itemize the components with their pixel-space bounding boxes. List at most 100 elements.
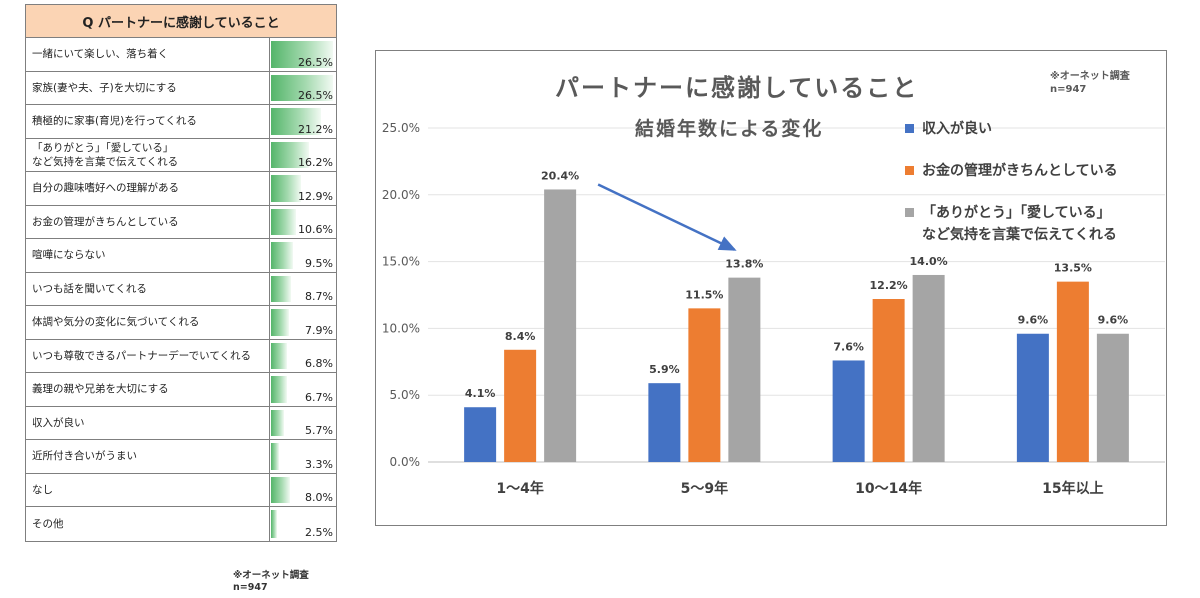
bar [1056, 281, 1089, 462]
row-label: いつも尊敬できるパートナーデーでいてくれる [32, 349, 252, 362]
row-value: 5.7% [305, 424, 333, 437]
table-row: 体調や気分の変化に気づいてくれる 7.9% [26, 306, 336, 340]
legend-item-words: 「ありがとう」「愛している」 など気持を言葉で伝えてくれる [905, 202, 1118, 246]
bar [912, 274, 945, 462]
survey-note-right: ※オーネット調査 n=947 [1050, 70, 1130, 96]
data-label: 9.6% [1098, 314, 1129, 327]
data-label: 9.6% [1018, 314, 1049, 327]
data-label: 20.4% [541, 169, 579, 182]
data-bar [271, 342, 287, 369]
row-value: 6.7% [305, 390, 333, 404]
row-label: 積極的に家事(育児)を行ってくれる [32, 115, 197, 128]
bar-cell: 2.5% [269, 507, 336, 541]
data-label: 7.6% [833, 340, 864, 353]
data-bar [271, 141, 309, 168]
table-row: 積極的に家事(育児)を行ってくれる 21.2% [26, 105, 336, 139]
bar-cell: 5.7% [269, 406, 336, 439]
row-value: 12.9% [298, 189, 333, 203]
legend-swatch [905, 166, 914, 175]
survey-note-n: n=947 [233, 582, 268, 593]
table-row: お金の管理がきちんとしている 10.6% [26, 205, 336, 239]
bar-cell: 16.2% [269, 138, 336, 171]
row-label: 「ありがとう」「愛している」 など気持を言葉で伝えてくれる [32, 141, 179, 168]
table-row: 家族(妻や夫、子)を大切にする 26.5% [26, 71, 336, 105]
survey-note-n: n=947 [1050, 84, 1087, 95]
row-label: 家族(妻や夫、子)を大切にする [32, 81, 177, 94]
data-label: 14.0% [910, 255, 948, 268]
table-row: なし 8.0% [26, 473, 336, 507]
x-tick-label: 10～14年 [855, 480, 922, 497]
bar [872, 299, 905, 462]
row-label: いつも話を聞いてくれる [32, 282, 147, 295]
data-bar [271, 208, 296, 235]
row-value: 16.2% [298, 156, 333, 169]
x-tick-label: 15年以上 [1042, 480, 1103, 497]
ranking-table: Q パートナーに感謝していること 一緒にいて楽しい、落ち着く 26.5% 家族(妻や… [25, 4, 337, 542]
survey-note-source: ※オーネット調査 [1050, 71, 1130, 82]
chart-frame [375, 50, 1167, 526]
data-bar [271, 443, 279, 470]
y-tick-label: 15.0% [382, 255, 420, 269]
table-header: Q パートナーに感謝していること [26, 5, 336, 38]
chart-subtitle: 結婚年数による変化 [635, 118, 824, 140]
data-label: 5.9% [649, 363, 680, 376]
data-bar [271, 409, 285, 436]
bar-cell: 8.0% [269, 473, 336, 506]
row-label: 自分の趣味嗜好への理解がある [32, 182, 179, 195]
bar-cell: 21.2% [269, 105, 336, 138]
bar-cell: 6.8% [269, 339, 336, 372]
legend-swatch [905, 124, 914, 133]
x-tick-label: 5～9年 [681, 480, 728, 497]
data-bar [271, 476, 290, 503]
bar [648, 383, 681, 462]
survey-note-left: ※オーネット調査 n=947 [233, 570, 309, 594]
table-row: その他 2.5% [26, 507, 336, 541]
chart-legend: 収入が良い お金の管理がきちんとしている 「ありがとう」「愛している」 など気持… [905, 118, 1118, 266]
table-row: 近所付き合いがうまい 3.3% [26, 440, 336, 474]
data-bar [271, 108, 321, 135]
bar-cell: 3.3% [269, 440, 336, 473]
legend-label: 「ありがとう」「愛している」 など気持を言葉で伝えてくれる [922, 205, 1117, 243]
row-value: 21.2% [298, 122, 333, 136]
data-label: 11.5% [685, 288, 723, 301]
table-body: 一緒にいて楽しい、落ち着く 26.5% 家族(妻や夫、子)を大切にする 26.5% 積極… [26, 38, 336, 541]
row-value: 3.3% [305, 457, 333, 471]
survey-note-source: ※オーネット調査 [233, 570, 309, 581]
bar [1096, 333, 1129, 462]
row-label: お金の管理がきちんとしている [32, 215, 179, 228]
bar [728, 277, 761, 462]
data-label: 4.1% [465, 387, 496, 400]
table-row: いつも尊敬できるパートナーデーでいてくれる 6.8% [26, 339, 336, 373]
bar [688, 308, 721, 462]
table-row: 自分の趣味嗜好への理解がある 12.9% [26, 172, 336, 206]
data-label: 13.5% [1054, 262, 1092, 275]
bar-cell: 12.9% [269, 172, 336, 205]
bar [464, 407, 497, 462]
bar-cell: 26.5% [269, 38, 336, 71]
bar-cell: 9.5% [269, 239, 336, 272]
legend-swatch [905, 208, 914, 217]
row-value: 6.8% [305, 357, 333, 370]
row-label: 喧嘩にならない [32, 249, 106, 262]
row-label: 義理の親や兄弟を大切にする [32, 383, 169, 396]
bar-cell: 26.5% [269, 71, 336, 104]
bar [504, 349, 537, 462]
data-label: 8.4% [505, 330, 536, 343]
data-bar [271, 376, 287, 403]
row-label: その他 [32, 517, 64, 530]
row-label: 近所付き合いがうまい [32, 450, 137, 463]
table-row: 義理の親や兄弟を大切にする 6.7% [26, 373, 336, 407]
legend-label: お金の管理がきちんとしている [922, 163, 1118, 179]
table-row: 喧嘩にならない 9.5% [26, 239, 336, 273]
bar-cell: 6.7% [269, 373, 336, 406]
y-tick-label: 20.0% [382, 188, 420, 202]
trend-arrow [597, 183, 737, 251]
bar [544, 189, 577, 462]
y-tick-label: 0.0% [390, 455, 421, 469]
table-row: 「ありがとう」「愛している」 など気持を言葉で伝えてくれる 16.2% [26, 138, 336, 172]
legend-item-money: お金の管理がきちんとしている [905, 160, 1118, 182]
row-value: 26.5% [298, 89, 333, 102]
row-value: 8.0% [305, 491, 333, 504]
row-label: 一緒にいて楽しい、落ち着く [32, 48, 169, 61]
